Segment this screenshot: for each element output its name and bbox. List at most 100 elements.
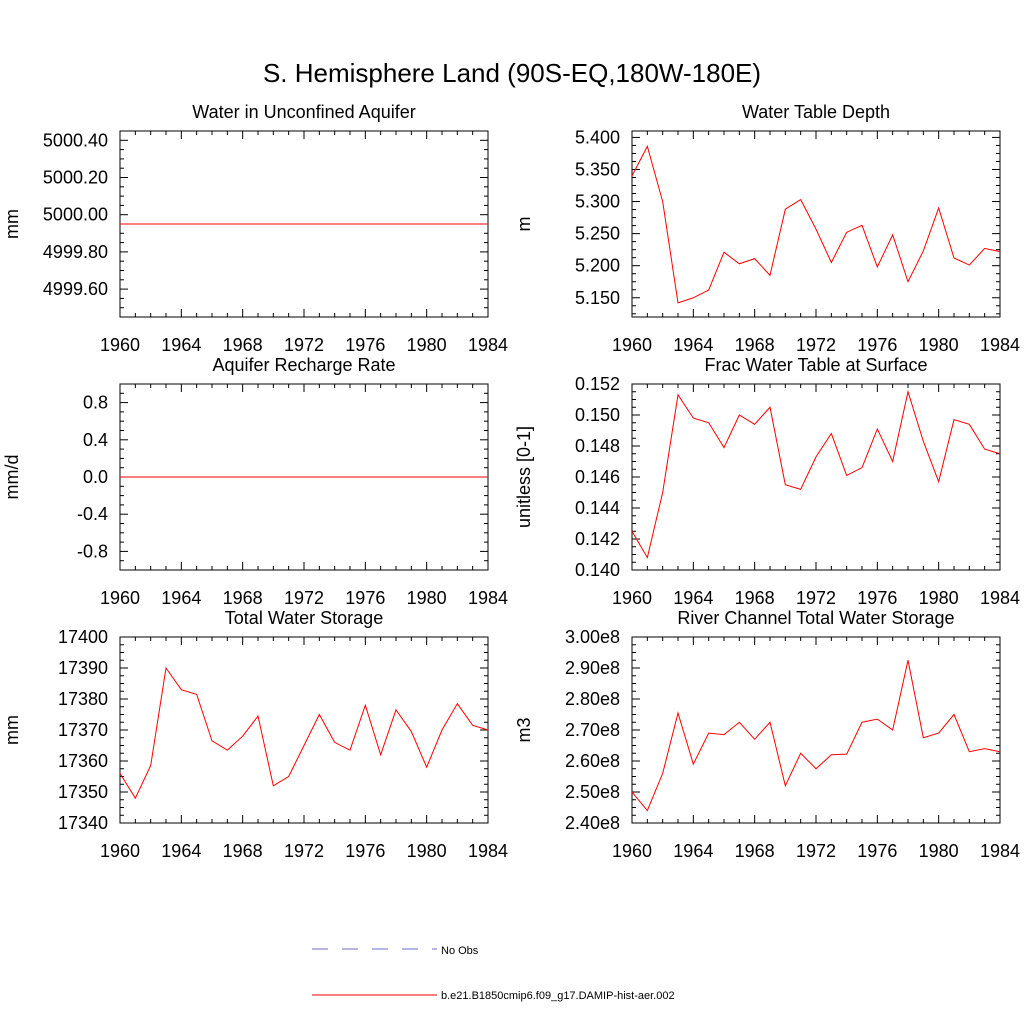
x-tick-label: 1964 bbox=[673, 841, 713, 861]
y-tick-label: 0.148 bbox=[575, 436, 620, 456]
y-axis-label: m bbox=[514, 217, 534, 232]
y-tick-label: 17370 bbox=[58, 720, 108, 740]
x-tick-label: 1968 bbox=[223, 588, 263, 608]
y-tick-label: 4999.80 bbox=[43, 242, 108, 262]
panel-title: Water Table Depth bbox=[742, 102, 890, 122]
y-tick-label: 5.300 bbox=[575, 192, 620, 212]
x-tick-label: 1980 bbox=[407, 841, 447, 861]
y-tick-label: 4999.60 bbox=[43, 279, 108, 299]
x-tick-label: 1984 bbox=[468, 841, 508, 861]
y-tick-label: 17380 bbox=[58, 689, 108, 709]
x-tick-label: 1984 bbox=[980, 588, 1020, 608]
y-tick-label: 17360 bbox=[58, 751, 108, 771]
y-tick-label: 3.00e8 bbox=[565, 627, 620, 647]
x-tick-label: 1968 bbox=[223, 841, 263, 861]
x-tick-label: 1976 bbox=[857, 841, 897, 861]
y-tick-label: 0.142 bbox=[575, 529, 620, 549]
x-tick-label: 1964 bbox=[673, 335, 713, 355]
panels-group: Water in Unconfined Aquifer mm 1960 1964 196… bbox=[2, 102, 1020, 861]
x-tick-label: 1960 bbox=[612, 335, 652, 355]
figure-title: S. Hemisphere Land (90S-EQ,180W-180E) bbox=[263, 58, 761, 88]
y-tick-label: 2.50e8 bbox=[565, 782, 620, 802]
panel-4: Frac Water Table at Surface unitless [0-1… bbox=[514, 355, 1020, 608]
panel-title: River Channel Total Water Storage bbox=[677, 608, 954, 628]
y-tick-label: 17390 bbox=[58, 658, 108, 678]
y-tick-label: 5000.20 bbox=[43, 168, 108, 188]
panel-5: Total Water Storage mm 1960 1964 1968 1972 197… bbox=[2, 608, 508, 861]
series-line bbox=[631, 145, 1001, 304]
x-tick-label: 1980 bbox=[407, 588, 447, 608]
plot-frame bbox=[631, 130, 1001, 318]
x-tick-label: 1972 bbox=[796, 588, 836, 608]
y-axis-label: mm bbox=[2, 715, 22, 745]
x-tick-label: 1968 bbox=[735, 841, 775, 861]
y-tick-label: 17400 bbox=[58, 627, 108, 647]
x-tick-label: 1984 bbox=[980, 841, 1020, 861]
x-tick-label: 1976 bbox=[857, 588, 897, 608]
x-tick-label: 1960 bbox=[100, 335, 140, 355]
x-tick-label: 1964 bbox=[161, 335, 201, 355]
x-tick-label: 1972 bbox=[284, 841, 324, 861]
panel-title: Water in Unconfined Aquifer bbox=[192, 102, 415, 122]
x-tick-label: 1984 bbox=[468, 335, 508, 355]
panel-2: Water Table Depth m 1960 1964 1968 1972 1976 19… bbox=[514, 102, 1020, 355]
y-axis-label: m3 bbox=[514, 717, 534, 742]
y-tick-label: 0.150 bbox=[575, 405, 620, 425]
y-axis-label: mm bbox=[2, 209, 22, 239]
y-tick-label: 0.140 bbox=[575, 560, 620, 580]
series-line bbox=[631, 389, 1001, 559]
y-tick-label: 5.250 bbox=[575, 224, 620, 244]
y-tick-label: 0.4 bbox=[83, 430, 108, 450]
legend: No Obs b.e21.B1850cmip6.f09_g17.DAMIP-his… bbox=[312, 945, 675, 1002]
y-tick-label: 5.200 bbox=[575, 256, 620, 276]
panel-title: Total Water Storage bbox=[225, 608, 383, 628]
x-tick-label: 1972 bbox=[796, 335, 836, 355]
plot-frame bbox=[119, 636, 489, 824]
panel-3: Aquifer Recharge Rate mm/d 1960 1964 1968 197… bbox=[2, 355, 508, 608]
y-tick-label: 0.146 bbox=[575, 467, 620, 487]
x-tick-label: 1968 bbox=[223, 335, 263, 355]
y-tick-label: 5000.00 bbox=[43, 205, 108, 225]
x-tick-label: 1964 bbox=[673, 588, 713, 608]
x-tick-label: 1980 bbox=[407, 335, 447, 355]
x-tick-label: 1976 bbox=[857, 335, 897, 355]
x-tick-label: 1972 bbox=[796, 841, 836, 861]
y-tick-label: 5.400 bbox=[575, 127, 620, 147]
x-tick-label: 1964 bbox=[161, 588, 201, 608]
x-tick-label: 1960 bbox=[612, 841, 652, 861]
x-tick-label: 1960 bbox=[100, 588, 140, 608]
x-tick-label: 1984 bbox=[468, 588, 508, 608]
y-tick-label: 0.8 bbox=[83, 393, 108, 413]
y-tick-label: -0.4 bbox=[77, 504, 108, 524]
x-tick-label: 1968 bbox=[735, 588, 775, 608]
x-tick-label: 1980 bbox=[919, 335, 959, 355]
x-tick-label: 1964 bbox=[161, 841, 201, 861]
y-axis-label: unitless [0-1] bbox=[514, 426, 534, 528]
x-tick-label: 1976 bbox=[345, 335, 385, 355]
y-tick-label: 0.0 bbox=[83, 467, 108, 487]
legend-label-model: b.e21.B1850cmip6.f09_g17.DAMIP-hist-aer.… bbox=[441, 990, 675, 1002]
panel-1: Water in Unconfined Aquifer mm 1960 1964 196… bbox=[2, 102, 508, 355]
x-tick-label: 1976 bbox=[345, 588, 385, 608]
x-tick-label: 1972 bbox=[284, 335, 324, 355]
series-line bbox=[119, 666, 489, 800]
y-tick-label: 5.350 bbox=[575, 159, 620, 179]
x-tick-label: 1980 bbox=[919, 841, 959, 861]
y-tick-label: 17350 bbox=[58, 782, 108, 802]
x-tick-label: 1968 bbox=[735, 335, 775, 355]
y-tick-label: 2.90e8 bbox=[565, 658, 620, 678]
y-tick-label: 17340 bbox=[58, 813, 108, 833]
x-tick-label: 1972 bbox=[284, 588, 324, 608]
panel-title: Aquifer Recharge Rate bbox=[212, 355, 395, 375]
x-tick-label: 1976 bbox=[345, 841, 385, 861]
plot-frame bbox=[631, 383, 1001, 571]
x-tick-label: 1960 bbox=[100, 841, 140, 861]
y-tick-label: 2.40e8 bbox=[565, 813, 620, 833]
panel-6: River Channel Total Water Storage m3 1960 1… bbox=[514, 608, 1020, 861]
y-tick-label: 0.152 bbox=[575, 374, 620, 394]
series-line bbox=[631, 660, 1001, 812]
y-tick-label: 5.150 bbox=[575, 288, 620, 308]
y-tick-label: 5000.40 bbox=[43, 130, 108, 150]
y-tick-label: 2.60e8 bbox=[565, 751, 620, 771]
